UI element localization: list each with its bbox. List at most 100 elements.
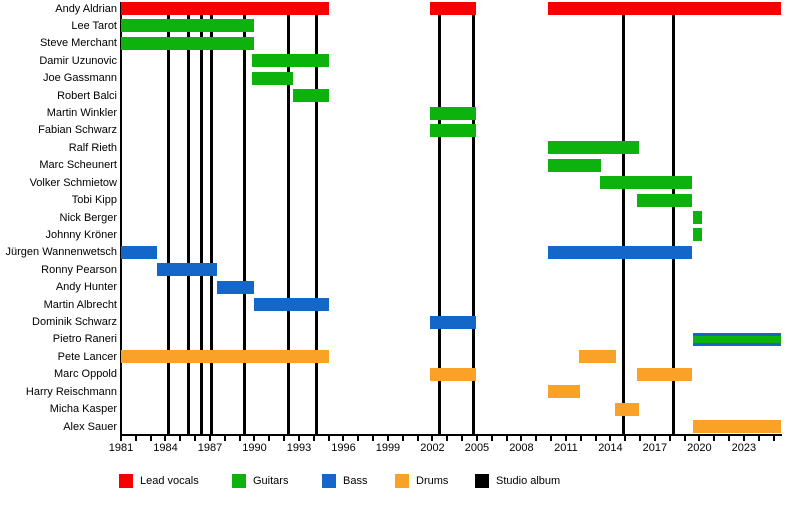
studio-album-line (186, 2, 190, 435)
timeline-bar (121, 350, 329, 364)
axis-tick (297, 436, 300, 441)
y-axis-line (120, 2, 122, 435)
axis-tick-label: 1996 (331, 442, 356, 454)
legend-swatch-bass (322, 474, 336, 488)
axis-tick (698, 436, 701, 441)
studio-album-line (243, 2, 247, 435)
secondary-role-stripe (693, 335, 781, 343)
timeline-bar (693, 420, 781, 433)
axis-tick (550, 436, 553, 441)
axis-tick (268, 436, 271, 441)
axis-tick (505, 436, 508, 441)
axis-tick-label: 1999 (375, 442, 401, 454)
studio-album-line (166, 2, 170, 435)
timeline-bar (254, 298, 329, 312)
legend-swatch-studio_album (475, 474, 489, 488)
axis-tick (386, 436, 389, 441)
axis-tick (520, 436, 523, 441)
member-label: Damir Uzunovic (39, 54, 117, 67)
studio-album-line (314, 2, 318, 435)
studio-album-line (199, 2, 203, 435)
timeline-bar (121, 36, 255, 50)
member-label: Johnny Kröner (45, 228, 117, 241)
axis-tick-label: 2002 (420, 442, 445, 454)
axis-tick (564, 436, 567, 441)
timeline-bar (637, 367, 692, 381)
axis-tick-label: 1987 (197, 442, 223, 454)
axis-tick (579, 436, 582, 441)
member-label: Lee Tarot (71, 19, 117, 32)
timeline-bar (578, 350, 617, 364)
axis-tick (446, 436, 449, 441)
timeline-bar (430, 123, 477, 137)
axis-tick (327, 436, 330, 441)
member-label: Marc Scheunert (39, 159, 117, 172)
studio-album-line (621, 2, 625, 435)
axis-tick (223, 436, 226, 441)
timeline-bar (252, 71, 294, 85)
legend-label-studio_album: Studio album (496, 475, 561, 487)
axis-tick (742, 436, 745, 441)
member-label: Pietro Raneri (52, 333, 117, 346)
axis-tick (683, 436, 686, 441)
axis-tick (757, 436, 760, 441)
timeline-bar (430, 315, 477, 329)
axis-tick (401, 436, 404, 441)
member-label: Harry Reischmann (25, 385, 117, 398)
timeline-bar (121, 19, 255, 33)
axis-tick-label: 2020 (687, 442, 712, 454)
member-label: Ralf Rieth (68, 141, 117, 154)
timeline-bar (600, 176, 692, 190)
legend-swatch-lead_vocals (119, 474, 133, 488)
x-axis-line (120, 434, 782, 436)
axis-tick (728, 436, 731, 441)
studio-album-line (209, 2, 213, 435)
timeline-bar (430, 2, 477, 15)
member-label: Tobi Kipp (71, 194, 117, 207)
member-label: Jürgen Wannenwetsch (5, 246, 118, 259)
axis-tick-label: 2011 (554, 442, 578, 454)
axis-tick (134, 436, 137, 441)
studio-album-line (437, 2, 441, 435)
axis-tick (238, 436, 241, 441)
axis-tick (624, 436, 627, 441)
timeline-bar (216, 280, 255, 294)
timeline-bar (693, 211, 702, 224)
axis-tick (461, 436, 464, 441)
legend-label-bass: Bass (343, 475, 368, 487)
axis-tick-label: 1993 (286, 442, 312, 454)
axis-tick (312, 436, 315, 441)
member-label: Dominik Schwarz (32, 316, 117, 328)
member-label: Fabian Schwarz (38, 124, 117, 137)
member-label: Nick Berger (59, 211, 117, 224)
member-label: Martin Albrecht (43, 298, 117, 311)
legend-swatch-drums (395, 474, 409, 488)
axis-tick (535, 436, 538, 441)
axis-tick (431, 436, 434, 441)
legend-swatch-guitars (232, 474, 246, 488)
member-label: Volker Schmietow (29, 176, 117, 189)
timeline-bar (548, 2, 781, 15)
member-label: Ronny Pearson (41, 263, 117, 276)
axis-tick (594, 436, 597, 441)
timeline-bar (548, 385, 581, 399)
axis-tick (179, 436, 182, 441)
axis-tick (342, 436, 345, 441)
studio-album-line (287, 2, 291, 435)
timeline-bar (121, 2, 329, 15)
studio-album-line (471, 2, 475, 435)
axis-tick (653, 436, 656, 441)
timeline-bar (548, 141, 639, 155)
axis-tick (253, 436, 256, 441)
member-label: Alex Sauer (63, 420, 117, 433)
axis-tick-label: 2017 (642, 442, 668, 454)
legend-label-drums: Drums (416, 475, 449, 487)
timeline-bar (252, 54, 329, 68)
axis-tick (208, 436, 211, 441)
axis-tick (416, 436, 419, 441)
axis-tick-label: 1990 (242, 442, 267, 454)
timeline-bar (637, 193, 692, 207)
axis-tick (149, 436, 152, 441)
member-label: Marc Oppold (54, 368, 117, 381)
